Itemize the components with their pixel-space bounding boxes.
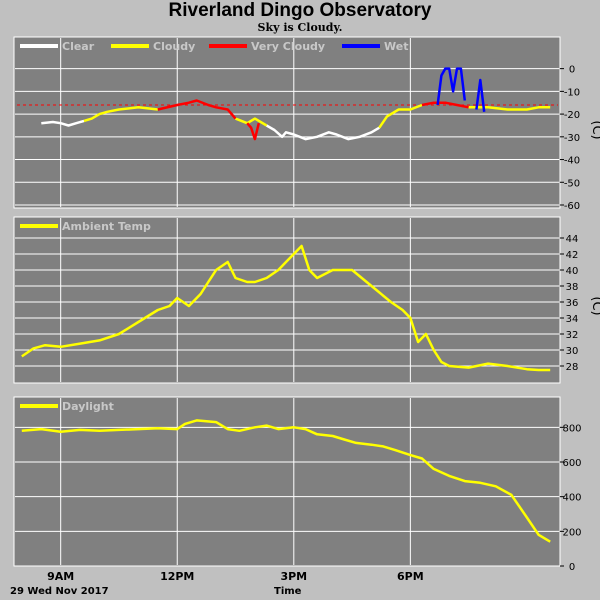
y-tick-label: 36 bbox=[566, 298, 579, 309]
x-tick-label: 12PM bbox=[160, 570, 194, 583]
series-line-wet bbox=[475, 78, 486, 112]
legend-label: Cloudy bbox=[153, 40, 195, 53]
panel-daylight: 0 200 400 600 800 Daylight bbox=[13, 396, 582, 573]
panel-sky-temp: 0 -10 -20 -30 -40 -50 -60 (C) Clear Cloudy Very Cl… bbox=[13, 36, 600, 212]
footer-date: 29 Wed Nov 2017 bbox=[10, 586, 109, 597]
legend-item-ambient-temp: Ambient Temp bbox=[20, 220, 151, 233]
legend-label: Daylight bbox=[62, 400, 114, 413]
y-tick-label: 42 bbox=[566, 250, 579, 261]
y-tick-label: 40 bbox=[566, 266, 579, 277]
y-tick-label: 0 bbox=[569, 65, 575, 76]
y-tick-label: -10 bbox=[564, 87, 580, 98]
x-tick-label: 9AM bbox=[47, 570, 74, 583]
y-tick-label: 38 bbox=[566, 282, 579, 293]
y-tick-label: 400 bbox=[562, 493, 581, 504]
y-axis-unit: (C) bbox=[589, 120, 600, 139]
y-tick-label: 0 bbox=[569, 562, 575, 573]
plot-background bbox=[13, 216, 561, 384]
legend-item-wet: Wet bbox=[342, 40, 408, 53]
legend-item-daylight: Daylight bbox=[20, 400, 114, 413]
panel-ambient-temp: 28 30 32 34 36 38 40 42 44 (C) Ambient Temp bbox=[13, 216, 600, 384]
series-line-clear bbox=[41, 119, 85, 127]
series-line-wet bbox=[436, 67, 467, 106]
y-tick-label: 200 bbox=[562, 527, 581, 538]
legend-label: Clear bbox=[62, 40, 95, 53]
y-tick-label: 600 bbox=[562, 458, 581, 469]
y-tick-label: -60 bbox=[564, 201, 580, 212]
legend-item-cloudy: Cloudy bbox=[111, 40, 195, 53]
y-tick-label: 32 bbox=[566, 330, 579, 341]
legend-item-very-cloudy: Very Cloudy bbox=[209, 40, 325, 53]
series-line-very-cloudy bbox=[246, 122, 261, 141]
y-tick-label: -30 bbox=[564, 133, 580, 144]
y-tick-label: 44 bbox=[566, 234, 579, 245]
series-line-very-cloudy bbox=[157, 99, 237, 120]
page-title: Riverland Dingo Observatory bbox=[168, 0, 432, 21]
series-line-cloudy bbox=[235, 117, 268, 127]
x-tick-label: 3PM bbox=[280, 570, 307, 583]
series-line-ambient-temp bbox=[21, 244, 551, 372]
y-tick-label: -50 bbox=[564, 178, 580, 189]
legend-label: Ambient Temp bbox=[62, 220, 151, 233]
y-tick-label: 34 bbox=[566, 314, 579, 325]
legend-label: Wet bbox=[384, 40, 408, 53]
legend-label: Very Cloudy bbox=[251, 40, 325, 53]
series-line-clear bbox=[265, 124, 380, 141]
y-axis-unit: (C) bbox=[589, 296, 600, 315]
plot-background bbox=[13, 36, 561, 209]
series-line-very-cloudy bbox=[421, 101, 469, 109]
y-tick-label: 28 bbox=[566, 362, 579, 373]
page-subtitle: Sky is Cloudy. bbox=[257, 21, 343, 34]
series-line-daylight bbox=[21, 419, 551, 543]
series-line-cloudy bbox=[378, 103, 423, 129]
legend-item-clear: Clear bbox=[20, 40, 95, 53]
y-tick-label: 30 bbox=[566, 346, 579, 357]
x-axis-label: Time bbox=[274, 586, 302, 597]
x-tick-label: 6PM bbox=[397, 570, 424, 583]
y-tick-label: -20 bbox=[564, 110, 580, 121]
series-line-cloudy bbox=[83, 106, 158, 123]
y-tick-label: 800 bbox=[562, 423, 581, 434]
y-tick-label: -40 bbox=[564, 156, 580, 167]
